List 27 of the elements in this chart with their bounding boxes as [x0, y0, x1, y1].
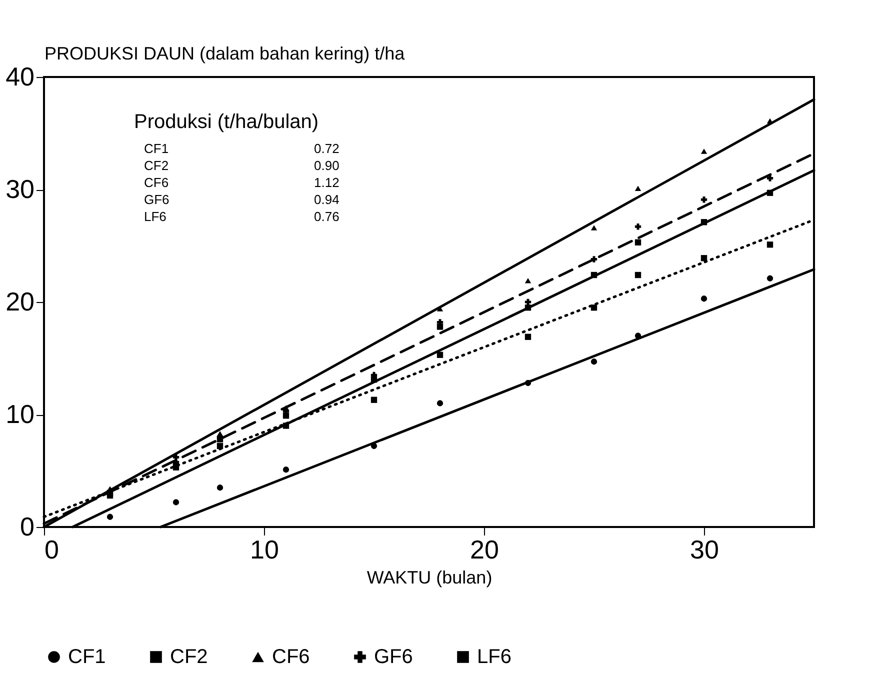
legend-label: LF6 [477, 646, 512, 668]
annotation: 0.90 [314, 158, 340, 173]
annotation: CF2 [144, 158, 169, 173]
legend-label: CF2 [170, 646, 208, 668]
x-tick-label: 30 [690, 534, 719, 564]
annotation: 1.12 [314, 175, 340, 190]
annotation: CF6 [144, 175, 169, 190]
legend-label: GF6 [374, 646, 413, 668]
x-tick-label: 0 [44, 534, 59, 564]
annotation: LF6 [144, 209, 166, 224]
x-axis-title: WAKTU (bulan) [366, 568, 492, 588]
annotation: 0.76 [314, 209, 340, 224]
x-tick-label: 10 [250, 534, 279, 564]
annotation: 0.94 [314, 192, 340, 207]
y-axis-title: PRODUKSI DAUN (dalam bahan kering) t/ha [44, 44, 406, 64]
legend-label: CF6 [272, 646, 310, 668]
annotation: Produksi (t/ha/bulan) [134, 111, 319, 133]
legend-label: CF1 [68, 646, 106, 668]
annotation: GF6 [144, 192, 170, 207]
x-tick-label: 20 [470, 534, 499, 564]
y-tick-label: 40 [6, 62, 34, 92]
y-tick-label: 10 [6, 399, 34, 429]
annotation: 0.72 [314, 141, 340, 156]
y-tick-label: 0 [20, 512, 34, 542]
annotation: CF1 [144, 141, 169, 156]
y-tick-label: 20 [6, 286, 34, 316]
y-tick-label: 30 [6, 174, 34, 204]
